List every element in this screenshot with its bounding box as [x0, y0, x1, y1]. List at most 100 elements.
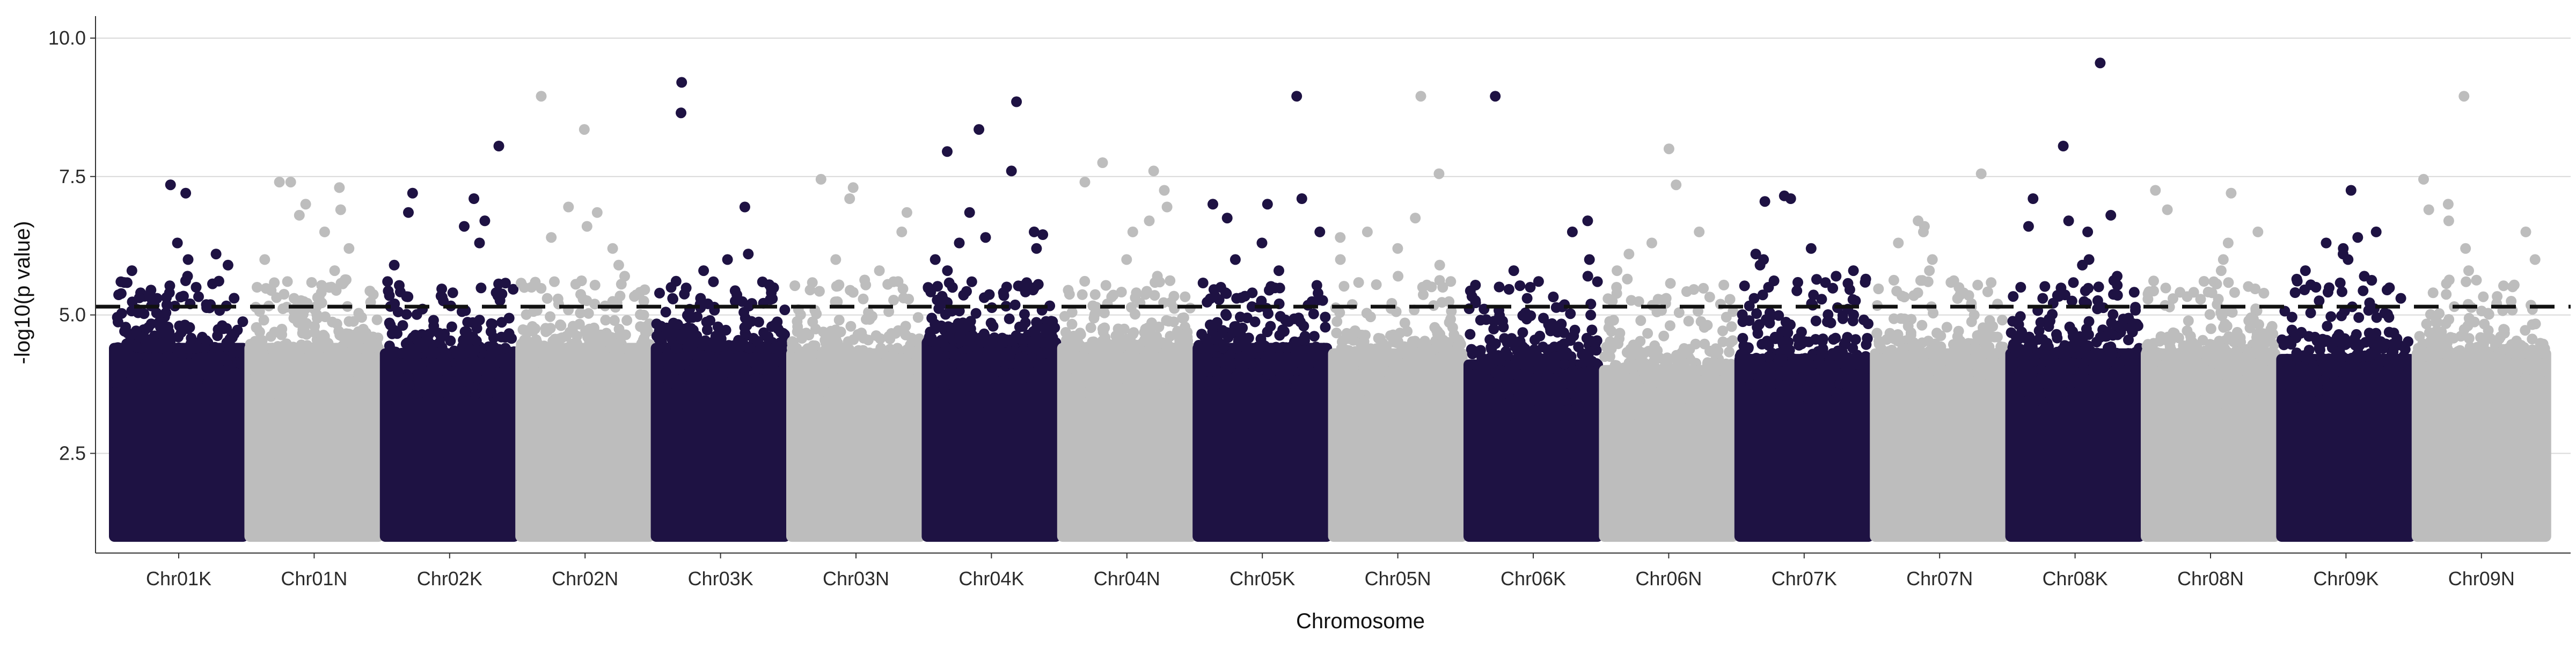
snp-point: [2231, 346, 2242, 358]
snp-point: [1975, 347, 1986, 359]
fringe-point: [1745, 379, 1757, 390]
snp-point: [2363, 328, 2375, 339]
snp-point: [1445, 346, 1456, 358]
fringe-point: [1605, 409, 1616, 420]
fringe-point: [663, 362, 675, 373]
snp-point: [2292, 275, 2303, 287]
snp-point: [2068, 277, 2079, 288]
peak-point: [579, 124, 590, 135]
snp-point: [1586, 324, 1598, 336]
peak-point: [2370, 226, 2382, 237]
x-tick-label-chr07k: Chr07K: [1772, 568, 1837, 590]
snp-point: [1622, 273, 1633, 285]
fringe-point: [1509, 408, 1520, 419]
peak-point: [896, 226, 908, 237]
fringe-point: [2090, 382, 2102, 393]
snp-point: [1405, 340, 1416, 351]
snp-point: [2164, 347, 2176, 359]
fringe-point: [2233, 365, 2244, 376]
peak-point: [2058, 141, 2069, 151]
peak-point: [607, 243, 618, 254]
snp-point: [634, 287, 646, 298]
fringe-point: [470, 389, 481, 400]
snp-point: [384, 290, 395, 301]
fringe-point: [363, 368, 374, 379]
peak-point: [1031, 243, 1042, 254]
snp-point: [1614, 328, 1626, 339]
snp-point: [2281, 353, 2293, 365]
snp-point: [1436, 297, 1447, 308]
snp-point: [1514, 336, 1526, 347]
y-tick-label-3: 10.0: [48, 27, 86, 49]
peak-point: [974, 124, 985, 135]
fringe-point: [2156, 377, 2168, 388]
snp-point: [2476, 306, 2487, 317]
snp-point: [1717, 325, 1728, 337]
peak-point: [2215, 265, 2227, 277]
snp-point: [1492, 314, 1504, 325]
peak-point: [1694, 226, 1705, 237]
fringe-point: [1180, 383, 1191, 394]
snp-point: [1982, 286, 1993, 297]
snp-point: [2322, 321, 2333, 332]
snp-point: [728, 340, 740, 351]
snp-point: [978, 328, 990, 339]
snp-point: [1679, 343, 1690, 354]
snp-point: [2223, 277, 2234, 288]
snp-point: [1916, 319, 1928, 331]
snp-point: [316, 280, 327, 291]
snp-point: [2195, 294, 2206, 305]
snp-point: [2035, 317, 2046, 328]
snp-point: [2326, 342, 2338, 353]
snp-point: [1465, 329, 1476, 340]
snp-point: [1161, 315, 1172, 326]
snp-point: [897, 283, 909, 294]
snp-point: [912, 312, 924, 323]
snp-point: [2440, 318, 2451, 329]
snp-point: [2186, 348, 2197, 359]
fringe-point: [1946, 398, 1957, 409]
chromosome-points-chr02k: [379, 141, 519, 542]
peak-point: [1508, 265, 1519, 277]
fringe-point: [1490, 367, 1501, 379]
fringe-point: [518, 364, 529, 375]
peak-point: [493, 141, 504, 151]
fringe-point: [712, 321, 723, 332]
snp-point: [2380, 338, 2391, 350]
snp-point: [1635, 336, 1646, 347]
fringe-point: [2212, 374, 2223, 385]
snp-point: [1844, 284, 1855, 295]
snp-point: [541, 293, 553, 304]
snp-point: [665, 282, 677, 293]
snp-point: [772, 316, 783, 328]
snp-point: [1243, 332, 1254, 344]
snp-point: [831, 281, 842, 292]
snp-point: [356, 312, 367, 323]
snp-point: [738, 338, 749, 350]
snp-point: [1499, 333, 1510, 344]
snp-point: [739, 322, 750, 333]
fringe-point: [680, 390, 692, 401]
fringe-point: [2265, 385, 2276, 396]
snp-point: [213, 275, 224, 287]
fringe-point: [912, 394, 924, 405]
fringe-point: [1956, 364, 1967, 375]
snp-point: [1308, 308, 1319, 319]
snp-point: [1446, 306, 1457, 317]
fringe-point: [1246, 358, 1257, 369]
fringe-point: [472, 373, 483, 384]
snp-point: [2033, 334, 2044, 345]
snp-point: [705, 315, 715, 326]
peak-point: [180, 187, 192, 199]
snp-point: [2421, 318, 2432, 330]
snp-point: [2507, 281, 2518, 293]
fringe-point: [1637, 385, 1648, 396]
peak-point: [1567, 226, 1578, 237]
snp-point: [2168, 293, 2178, 304]
snp-point: [1752, 328, 1763, 339]
snp-point: [1649, 362, 1660, 374]
snp-point: [1033, 279, 1044, 290]
snp-point: [2506, 296, 2517, 307]
snp-point: [2368, 340, 2380, 351]
snp-point: [1517, 327, 1528, 338]
